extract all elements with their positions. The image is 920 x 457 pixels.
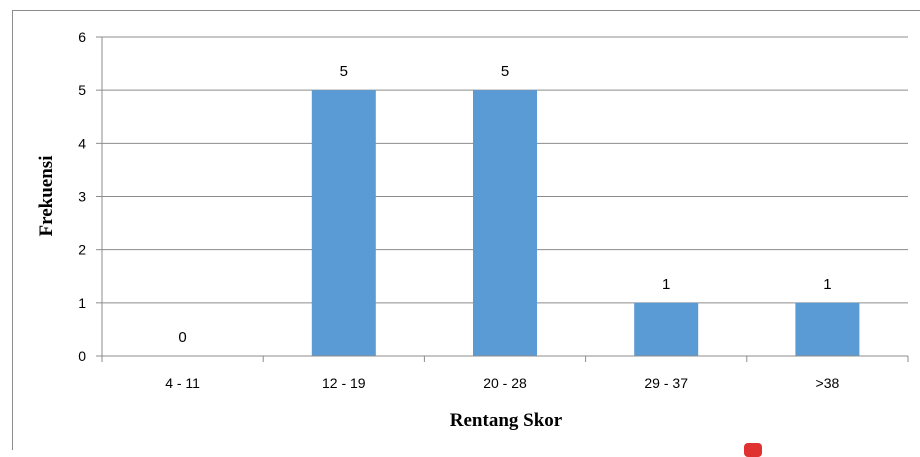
data-label-5: 1 bbox=[823, 276, 831, 293]
data-label-4: 1 bbox=[662, 276, 670, 293]
bar-3 bbox=[473, 90, 537, 357]
x-tick-label: 20 - 28 bbox=[483, 375, 527, 391]
y-tick-label: 5 bbox=[78, 82, 86, 98]
bars bbox=[311, 90, 860, 357]
labels: 0 1 2 3 4 5 6 4 - 11 0 12 - 19 5 20 - 28 5 29 - 37 1 >3… bbox=[78, 29, 839, 391]
x-tick-label: >38 bbox=[816, 375, 840, 391]
x-tick-label: 4 - 11 bbox=[165, 375, 200, 391]
y-tick-label: 4 bbox=[78, 135, 86, 151]
bar-5 bbox=[795, 302, 860, 356]
y-axis-title: Frekuensi bbox=[36, 156, 57, 237]
data-label-2: 5 bbox=[340, 63, 348, 80]
y-tick-label: 6 bbox=[78, 29, 86, 45]
x-axis-title: Rentang Skor bbox=[450, 410, 563, 431]
x-tick-label: 12 - 19 bbox=[322, 375, 366, 391]
y-tick-label: 1 bbox=[78, 295, 86, 311]
data-label-1: 0 bbox=[178, 329, 186, 346]
y-tick-label: 2 bbox=[78, 242, 86, 258]
chart-frame bbox=[12, 10, 920, 450]
bar-2 bbox=[311, 90, 376, 357]
y-tick-label: 0 bbox=[78, 348, 86, 364]
x-tick-label: 29 - 37 bbox=[644, 375, 688, 391]
bar-4 bbox=[634, 302, 699, 356]
y-tick-label: 3 bbox=[78, 189, 86, 205]
data-label-3: 5 bbox=[501, 63, 509, 80]
axes bbox=[96, 36, 909, 362]
